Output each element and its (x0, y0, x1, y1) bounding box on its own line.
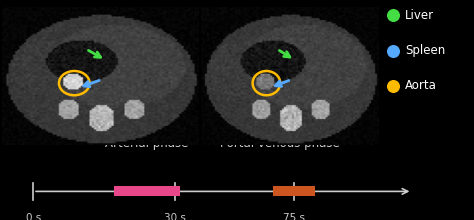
Text: 0 s: 0 s (26, 213, 41, 220)
Point (390, 49, 397, 52)
Point (390, 14, 397, 17)
Bar (273, 186, 315, 196)
Bar (114, 186, 180, 196)
Text: 75 s: 75 s (283, 213, 305, 220)
Text: Liver: Liver (405, 9, 434, 22)
Point (390, 84, 397, 88)
Text: Aorta: Aorta (405, 79, 437, 92)
Text: Portal venous phase: Portal venous phase (220, 137, 339, 150)
Text: Spleen: Spleen (405, 44, 446, 57)
Text: 30 s: 30 s (164, 213, 186, 220)
Text: Arterial phase: Arterial phase (105, 137, 189, 150)
